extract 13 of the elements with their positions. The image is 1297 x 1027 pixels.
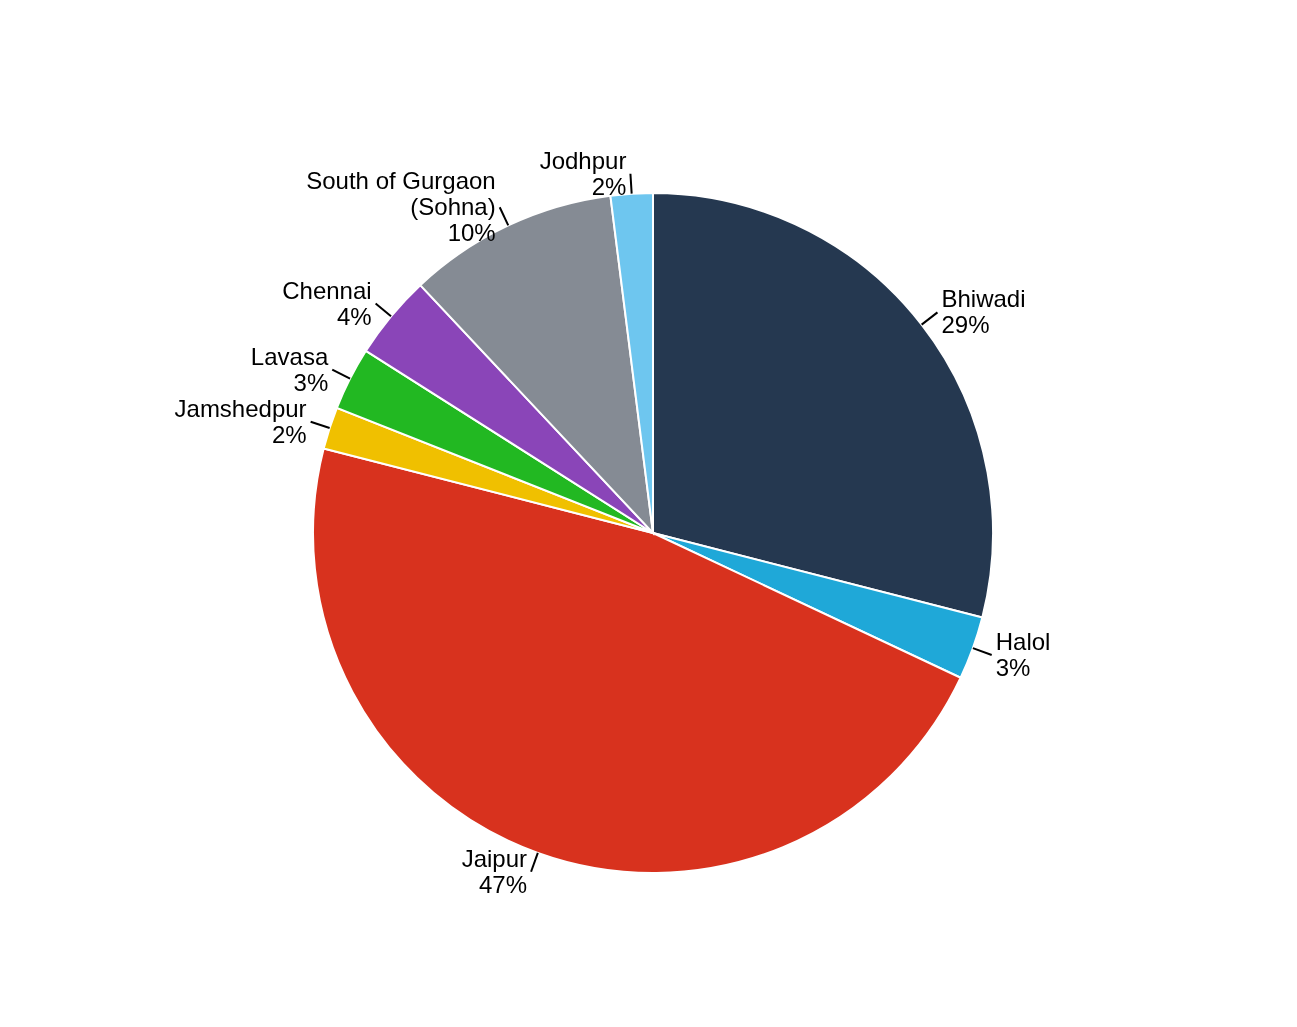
data-label: 3% <box>293 368 329 396</box>
slice-label: Jamshedpur <box>174 394 307 422</box>
slice-label: Bhiwadi <box>941 285 1026 313</box>
data-label: 29% <box>941 311 990 339</box>
slice-label: Jaipur <box>461 844 528 872</box>
slice-label: Chennai <box>282 276 372 304</box>
slice-label: Jodhpur <box>539 146 627 174</box>
data-label: 3% <box>995 653 1031 681</box>
slice-label: Halol <box>995 627 1051 655</box>
data-label: 10% <box>447 219 496 247</box>
slice-label: South of Gurgaon (Sohna) <box>306 167 496 221</box>
data-label: 4% <box>336 302 372 330</box>
slice-label: Lavasa <box>250 342 329 370</box>
